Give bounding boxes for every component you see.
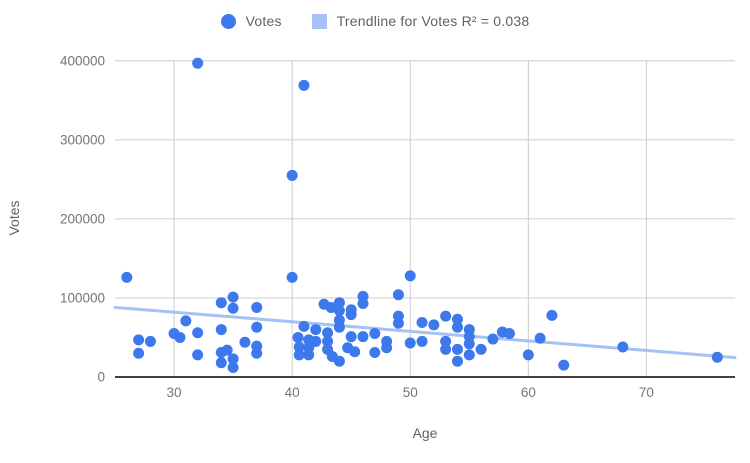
- scatter-point[interactable]: [310, 335, 322, 347]
- x-tick-label: 50: [403, 385, 418, 400]
- x-tick-label: 30: [167, 385, 182, 400]
- y-tick-label: 200000: [60, 211, 105, 226]
- scatter-point[interactable]: [503, 328, 515, 340]
- scatter-point[interactable]: [404, 337, 416, 349]
- scatter-point[interactable]: [310, 324, 322, 336]
- scatter-point[interactable]: [546, 309, 558, 321]
- legend-item-votes[interactable]: Votes: [220, 13, 282, 29]
- votes-series-label: Votes: [245, 13, 282, 29]
- scatter-point[interactable]: [451, 343, 463, 355]
- scatter-point[interactable]: [416, 335, 428, 347]
- scatter-point[interactable]: [133, 347, 145, 359]
- scatter-point[interactable]: [325, 301, 337, 313]
- scatter-point[interactable]: [192, 57, 204, 69]
- trendline-swatch-icon: [311, 13, 327, 29]
- scatter-point[interactable]: [381, 342, 393, 354]
- scatter-point[interactable]: [144, 335, 156, 347]
- scatter-point[interactable]: [475, 343, 487, 355]
- scatter-point[interactable]: [440, 310, 452, 322]
- scatter-point[interactable]: [463, 338, 475, 350]
- x-tick-label: 70: [639, 385, 654, 400]
- scatter-point[interactable]: [322, 335, 334, 347]
- scatter-point[interactable]: [404, 270, 416, 282]
- scatter-point[interactable]: [227, 291, 239, 303]
- scatter-point[interactable]: [440, 335, 452, 347]
- scatter-point[interactable]: [192, 349, 204, 361]
- scatter-point[interactable]: [286, 271, 298, 283]
- scatter-point[interactable]: [239, 336, 251, 348]
- scatter-point[interactable]: [416, 316, 428, 328]
- scatter-point[interactable]: [333, 321, 345, 333]
- scatter-point[interactable]: [227, 353, 239, 365]
- scatter-point[interactable]: [180, 315, 192, 327]
- scatter-point[interactable]: [215, 297, 227, 309]
- scatter-point[interactable]: [617, 341, 629, 353]
- scatter-point[interactable]: [174, 331, 186, 343]
- scatter-point[interactable]: [357, 297, 369, 309]
- y-tick-label: 0: [97, 370, 105, 385]
- legend-item-trendline[interactable]: Trendline for Votes R² = 0.038: [311, 13, 530, 29]
- scatter-point[interactable]: [251, 347, 263, 359]
- scatter-point[interactable]: [345, 309, 357, 321]
- trendline-label: Trendline for Votes R² = 0.038: [336, 13, 530, 29]
- scatter-point[interactable]: [215, 324, 227, 336]
- scatter-point[interactable]: [369, 346, 381, 358]
- x-tick-label: 60: [521, 385, 536, 400]
- y-tick-label: 400000: [60, 53, 105, 68]
- chart-legend: Votes Trendline for Votes R² = 0.038: [0, 13, 750, 29]
- scatter-point[interactable]: [451, 355, 463, 367]
- scatter-point[interactable]: [303, 349, 315, 361]
- scatter-point[interactable]: [298, 320, 310, 332]
- scatter-point[interactable]: [392, 289, 404, 301]
- scatter-point[interactable]: [451, 313, 463, 325]
- scatter-point[interactable]: [333, 297, 345, 309]
- scatter-point[interactable]: [227, 362, 239, 374]
- x-tick-label: 40: [285, 385, 300, 400]
- scatter-point[interactable]: [251, 301, 263, 313]
- scatter-point[interactable]: [215, 357, 227, 369]
- scatter-point[interactable]: [522, 349, 534, 361]
- scatter-point[interactable]: [221, 344, 233, 356]
- scatter-point[interactable]: [345, 331, 357, 343]
- scatter-point[interactable]: [298, 79, 310, 91]
- x-axis-title: Age: [412, 425, 438, 441]
- votes-series-dot-icon: [220, 13, 236, 29]
- scatter-point[interactable]: [293, 341, 305, 353]
- scatter-point[interactable]: [333, 305, 345, 317]
- scatter-point[interactable]: [293, 349, 305, 361]
- scatter-point[interactable]: [711, 351, 723, 363]
- scatter-point[interactable]: [133, 334, 145, 346]
- scatter-point[interactable]: [534, 332, 546, 344]
- scatter-point[interactable]: [392, 317, 404, 329]
- scatter-point[interactable]: [487, 333, 499, 345]
- scatter-point[interactable]: [333, 355, 345, 367]
- scatter-point[interactable]: [349, 346, 361, 358]
- scatter-point[interactable]: [251, 321, 263, 333]
- scatter-point[interactable]: [121, 271, 133, 283]
- scatter-point[interactable]: [451, 321, 463, 333]
- scatter-point[interactable]: [292, 331, 304, 343]
- scatter-point[interactable]: [428, 319, 440, 331]
- scatter-point[interactable]: [463, 349, 475, 361]
- scatter-point[interactable]: [558, 359, 570, 371]
- y-tick-label: 300000: [60, 132, 105, 147]
- scatter-point[interactable]: [286, 169, 298, 181]
- scatter-point[interactable]: [322, 327, 334, 339]
- scatter-point[interactable]: [192, 327, 204, 339]
- scatter-point[interactable]: [369, 328, 381, 340]
- scatter-point[interactable]: [227, 302, 239, 314]
- scatter-point[interactable]: [440, 343, 452, 355]
- trendline[interactable]: [113, 305, 737, 360]
- y-tick-label: 100000: [60, 290, 105, 305]
- scatter-point[interactable]: [357, 331, 369, 343]
